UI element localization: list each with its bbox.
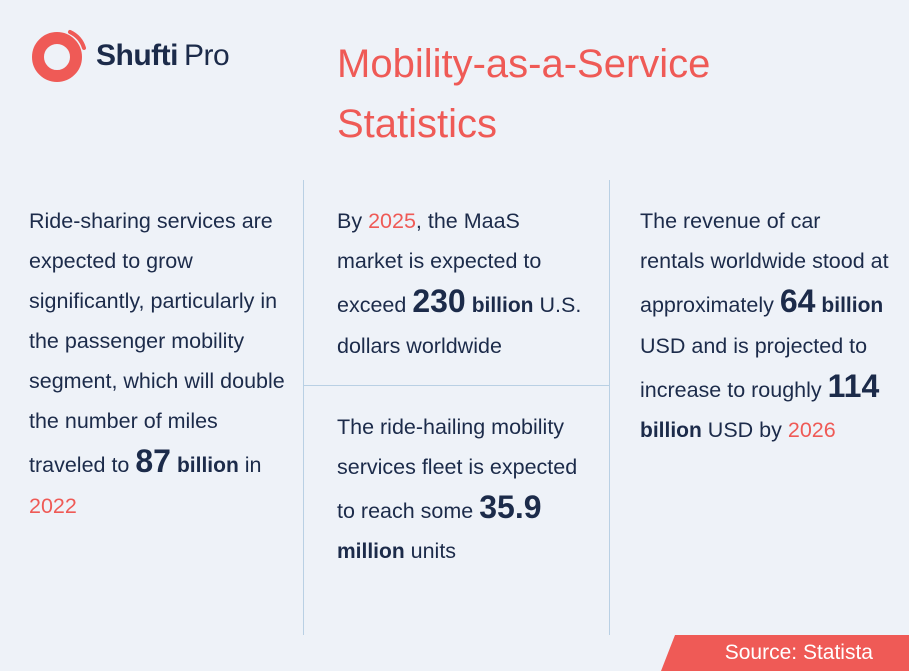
stat-year: 2022	[29, 494, 77, 518]
stat-text: By	[337, 209, 369, 233]
stat-maas-market: By 2025, the MaaS market is expected to …	[337, 201, 587, 366]
column-divider-2	[609, 180, 610, 635]
stat-text: The revenue of car rentals worldwide sto…	[640, 209, 889, 317]
stat-car-rentals: The revenue of car rentals worldwide sto…	[640, 201, 890, 451]
stat-ride-sharing: Ride-sharing services are expected to gr…	[29, 201, 291, 526]
stat-year: 2025	[368, 209, 416, 233]
shufti-pro-logo-icon	[32, 30, 86, 82]
stat-unit: billion	[640, 419, 702, 442]
source-badge: Source: Statista	[661, 635, 909, 671]
page-title: Mobility-as-a-Service Statistics	[337, 42, 711, 146]
stat-text: USD by	[701, 418, 788, 442]
stat-unit: billion	[176, 454, 239, 477]
stat-value: 114	[827, 368, 880, 404]
brand-logo: Shufti Pro	[28, 26, 230, 86]
stat-fleet: The ride-hailing mobility services fleet…	[337, 407, 587, 572]
stat-text: U.S. dollars worldwide	[337, 293, 582, 358]
stat-value: 87	[135, 443, 171, 479]
stat-unit: billion	[821, 294, 884, 317]
stat-value: 64	[779, 283, 816, 319]
stat-value: 35.9	[479, 489, 542, 525]
stat-text: units	[404, 539, 457, 563]
stat-year: 2026	[787, 418, 836, 442]
stat-value: 230	[412, 283, 466, 319]
brand-name-bold: Shufti	[96, 39, 178, 72]
stat-text: in	[238, 453, 262, 477]
stat-unit: billion	[471, 294, 534, 317]
stat-unit: million	[337, 540, 405, 563]
column-divider-1	[303, 180, 304, 635]
stat-text: Ride-sharing services are expected to gr…	[29, 209, 285, 477]
brand-name: Shufti Pro	[96, 39, 230, 73]
middle-row-divider	[303, 385, 609, 386]
brand-name-light: Pro	[183, 39, 230, 72]
stat-text: USD and is projected to increase to roug…	[640, 334, 868, 402]
stat-text: , the MaaS market is expected to exceed	[337, 209, 542, 317]
stat-text: The ride-hailing mobility services fleet…	[337, 415, 578, 523]
